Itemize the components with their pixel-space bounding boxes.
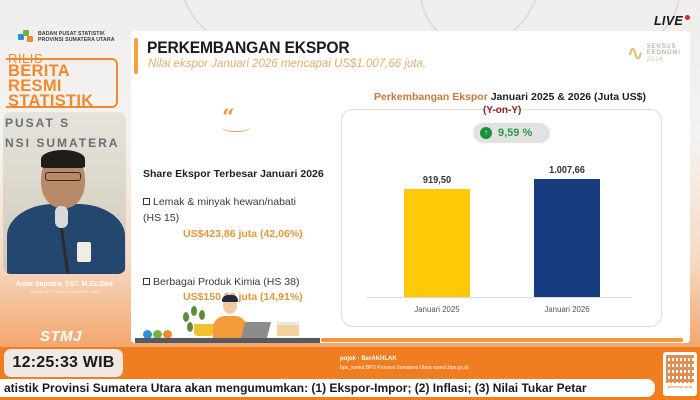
share-title: Share Ekspor Terbesar Januari 2026 — [143, 168, 324, 180]
se-line1: SENSUS — [646, 43, 677, 50]
se-line2: EKONOMI — [646, 50, 681, 57]
x-axis — [367, 297, 632, 298]
growth-badge: ↑ 9,59 % — [473, 123, 550, 143]
org-line2: PROVINSI SUMATERA UTARA — [38, 37, 115, 43]
share-item-1-value: US$423,86 juta (42,06%) — [183, 228, 303, 240]
microphone-icon — [55, 206, 68, 228]
x-tick-label: Januari 2026 — [544, 304, 590, 314]
share-item-2-label: Berbagai Produk Kimia (HS 38) — [143, 275, 299, 289]
qr-caption: sumut.bps.go.id — [667, 385, 693, 389]
qr-code-icon — [666, 355, 694, 383]
laptop-icon — [241, 322, 271, 338]
bar-value-label: 1.007,66 — [549, 165, 585, 176]
brs-bracket — [6, 58, 118, 108]
brs-line2: RESMI — [8, 77, 62, 95]
clock: 12:25:33 WIB — [4, 349, 123, 377]
speaker-caption: Asim Saputra, SST. M.Ec.Dev. Kepala BPS … — [0, 281, 130, 294]
stmj-logo: STMJ — [40, 328, 83, 345]
share-item-2-value: US$150,29 juta (14,91%) — [183, 291, 303, 303]
speaker-glasses — [45, 172, 81, 181]
bps-logo: BADAN PUSAT STATISTIK PROVINSI SUMATERA … — [18, 30, 115, 44]
share-item-1-label: Lemak & minyak hewan/nabati — [143, 195, 296, 209]
backdrop-text: NSI SUMATERA — [5, 136, 120, 150]
bar-chart: 919,50 Januari 2025 1.007,66 Januari 2026 — [367, 161, 632, 323]
bar-value-label: 919,50 — [422, 175, 452, 186]
speaker-hair — [41, 150, 85, 168]
checkbox-bullet-icon — [143, 278, 150, 285]
slide-title: PERKEMBANGAN EKSPOR — [147, 38, 350, 57]
speaker-video: PUSAT S NSI SUMATERA — [3, 112, 126, 274]
speaker-title: Kepala BPS Provinsi Sumatera Utara — [30, 289, 100, 294]
se-line3: 2026 — [646, 56, 664, 63]
arrow-up-icon: ↑ — [480, 127, 492, 139]
news-ticker: atistik Provinsi Sumatera Utara akan men… — [0, 379, 655, 397]
qr-code[interactable]: sumut.bps.go.id — [663, 352, 697, 396]
speaker-name: Asim Saputra, SST. M.Ec.Dev. — [15, 281, 115, 288]
presentation-slide: PERKEMBANGAN EKSPOR Nilai ekspor Januari… — [131, 31, 690, 343]
worker-illustration — [135, 294, 335, 344]
sensus-ekonomi-icon: ∿ — [627, 43, 644, 65]
org-line1: BADAN PUSAT STATISTIK — [38, 31, 105, 37]
rilis-label: RILIS — [8, 51, 44, 66]
slide-subtitle: Nilai ekspor Januari 2026 mencapai US$1.… — [148, 58, 427, 70]
growth-value: 9,59 % — [498, 127, 533, 139]
brs-line1: BERITA — [8, 62, 70, 80]
sensus-ekonomi-logo: ∿ SENSUS EKONOMI 2026 — [627, 41, 681, 66]
checkbox-bullet-icon — [143, 198, 150, 205]
bps-logo-icon — [18, 30, 34, 44]
bar-1 — [404, 189, 470, 297]
id-card — [77, 242, 91, 262]
chart-title: Perkembangan Ekspor Januari 2025 & 2026 … — [374, 91, 646, 103]
x-tick-label: Januari 2025 — [414, 304, 460, 314]
backdrop-text: PUSAT S — [5, 116, 71, 130]
smile-decoration — [221, 122, 251, 132]
brs-line3: STATISTIK — [8, 92, 94, 110]
live-dot-icon — [685, 15, 690, 20]
partner-logos: pojok · BerAKHLAK bps_sumut BPS Provinsi… — [340, 356, 469, 371]
share-item-1-hs: (HS 15) — [143, 212, 180, 224]
chart-frame — [341, 109, 662, 327]
slide-bottom-strip — [321, 338, 683, 342]
live-indicator: LIVE — [654, 14, 683, 28]
title-accent-bar — [134, 38, 138, 74]
chart-subtitle: (Y-on-Y) — [483, 105, 522, 116]
bar-2 — [534, 179, 600, 297]
